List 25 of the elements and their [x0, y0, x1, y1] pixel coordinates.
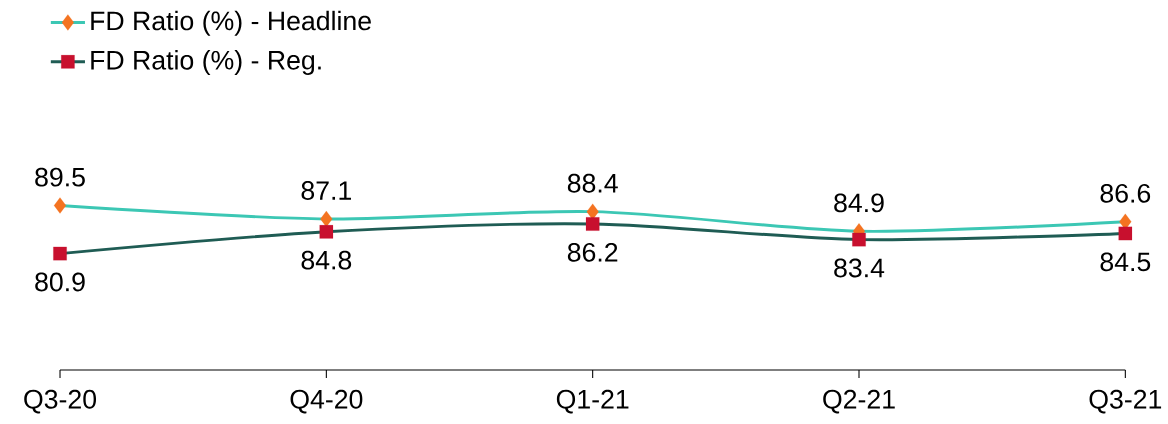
point [852, 232, 866, 247]
data-label: 84.5 [1100, 252, 1151, 272]
x-tick-label: Q2-21 [823, 389, 895, 414]
data-label: 87.1 [301, 181, 351, 200]
point [1118, 226, 1133, 241]
data-label: 84.8 [301, 250, 352, 270]
x-tick-label: Q4-20 [290, 389, 363, 414]
data-label: 86.6 [1100, 183, 1151, 203]
x-tick-label: Q3-21 [1089, 389, 1162, 414]
data-label: 80.9 [35, 272, 85, 292]
x-tick-label: Q3-20 [24, 389, 97, 414]
point [319, 225, 334, 239]
legend-label: FD Ratio (%) - Reg. [91, 50, 321, 75]
legend-label: FD Ratio (%) - Headline [91, 10, 371, 36]
data-label: 86.2 [567, 242, 618, 262]
point [585, 217, 600, 231]
point [320, 210, 333, 227]
data-label: 89.5 [35, 167, 85, 187]
x-tick-label: Q1-21 [556, 389, 629, 414]
data-label: 88.4 [567, 173, 618, 193]
data-label: 84.9 [834, 193, 884, 213]
point [586, 203, 599, 220]
point [53, 246, 67, 261]
point [53, 197, 67, 214]
data-label: 83.4 [834, 258, 885, 278]
